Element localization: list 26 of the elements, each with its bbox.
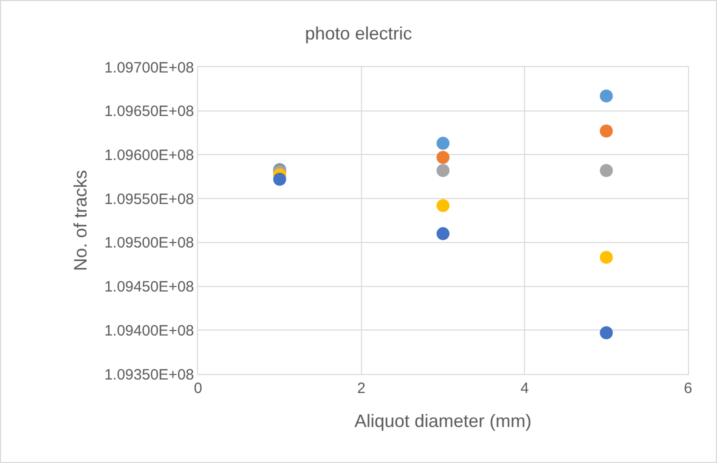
point [436, 136, 450, 150]
point [600, 89, 613, 102]
point [436, 227, 450, 240]
point [600, 250, 613, 264]
point [600, 164, 613, 177]
y-tick-label: 1.09700E+08 [104, 59, 194, 76]
point [436, 199, 450, 212]
y-tick-label: 1.09450E+08 [104, 278, 194, 296]
y-tick-label: 1.09500E+08 [104, 234, 194, 252]
point [600, 124, 613, 138]
x-axis-title: Aliquot diameter (mm) [354, 411, 532, 432]
x-tick-label: 2 [357, 380, 366, 397]
y-tick-label: 1.09600E+08 [104, 146, 194, 164]
y-tick-label: 1.09550E+08 [104, 190, 194, 208]
point [436, 150, 450, 164]
x-tick-label: 0 [194, 380, 202, 397]
point [600, 326, 613, 340]
x-tick-label: 4 [520, 380, 529, 397]
y-tick-label: 1.09400E+08 [104, 322, 194, 340]
y-tick-label: 1.09350E+08 [104, 366, 194, 384]
x-tick-label: 6 [684, 380, 692, 397]
y-axis-title: No. of tracks [70, 170, 91, 272]
point [273, 172, 286, 186]
y-tick-label: 1.09650E+08 [104, 103, 194, 120]
point [436, 164, 450, 177]
chart-title: photo electric [304, 24, 412, 44]
